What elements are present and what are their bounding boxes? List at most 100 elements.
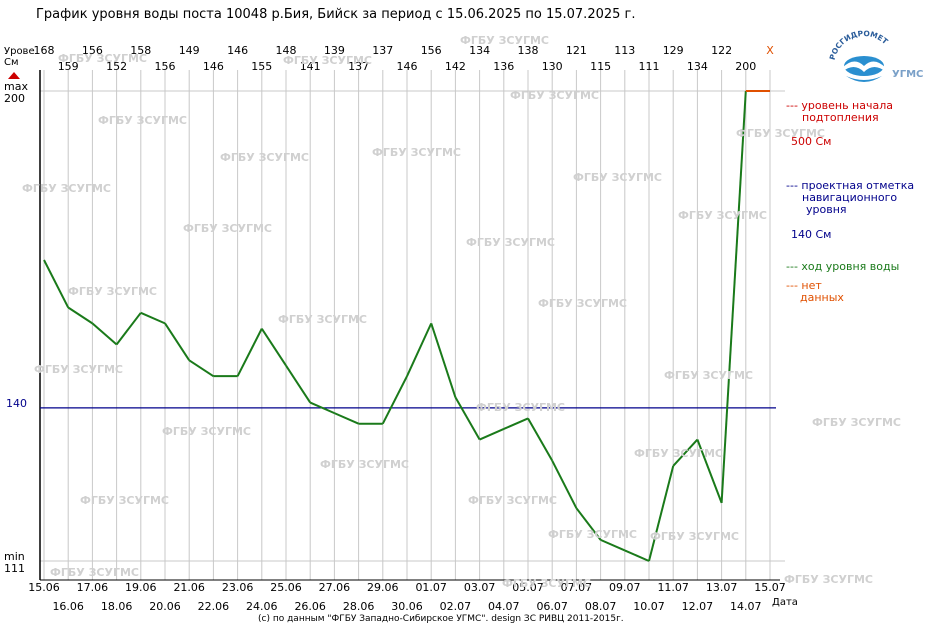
watermark: ФГБУ ЗСУГМС bbox=[634, 447, 724, 460]
x-tick-label: 21.06 bbox=[173, 581, 205, 594]
watermark: ФГБУ ЗСУГМС bbox=[58, 52, 148, 65]
watermark: ФГБУ ЗСУГМС bbox=[460, 34, 550, 47]
level-line-segment bbox=[672, 438, 699, 467]
x-tick-label: 30.06 bbox=[391, 600, 423, 613]
top-value-label: 136 bbox=[493, 60, 514, 73]
top-value-label: 111 bbox=[639, 60, 660, 73]
watermark: ФГБУ ЗСУГМС bbox=[34, 363, 124, 376]
top-value-label: 137 bbox=[348, 60, 369, 73]
top-value-label: 139 bbox=[324, 44, 345, 57]
watermark: ФГБУ ЗСУГМС bbox=[468, 494, 558, 507]
watermark: ФГБУ ЗСУГМС bbox=[283, 54, 373, 67]
watermark: ФГБУ ЗСУГМС bbox=[678, 209, 768, 222]
level-line-segment bbox=[454, 396, 481, 441]
legend-nav-line-2: навигационного bbox=[802, 191, 898, 204]
x-tick-label: 24.06 bbox=[246, 600, 278, 613]
watermark: ФГБУ ЗСУГМС bbox=[664, 369, 754, 382]
y-tick-max-value: 200 bbox=[4, 92, 25, 105]
svg-text:РОСГИДРОМЕТ: РОСГИДРОМЕТ bbox=[828, 29, 891, 61]
level-line-segment bbox=[164, 322, 191, 361]
watermark: ФГБУ ЗСУГМС bbox=[784, 573, 874, 586]
x-tick-label: 03.07 bbox=[464, 581, 496, 594]
level-line-segment bbox=[381, 375, 408, 425]
x-tick-label: 04.07 bbox=[488, 600, 520, 613]
x-tick-label: 08.07 bbox=[585, 600, 617, 613]
x-tick-label: 29.06 bbox=[367, 581, 399, 594]
flood-value-label: 500 См bbox=[791, 135, 832, 148]
y-axis-label-1: Урове bbox=[4, 46, 35, 57]
top-value-label: 121 bbox=[566, 44, 587, 57]
top-value-label: 200 bbox=[735, 60, 756, 73]
top-value-label: 146 bbox=[397, 60, 418, 73]
y-tick-min-value: 111 bbox=[4, 562, 25, 575]
x-tick-label: 26.06 bbox=[294, 600, 326, 613]
top-value-label: 156 bbox=[82, 44, 103, 57]
y-tick-min-word: min bbox=[4, 550, 25, 563]
nav-value-label: 140 См bbox=[791, 228, 832, 241]
top-value-label: 149 bbox=[179, 44, 200, 57]
top-value-label: 113 bbox=[614, 44, 635, 57]
x-tick-label: 28.06 bbox=[343, 600, 375, 613]
watermark: ФГБУ ЗСУГМС bbox=[183, 222, 273, 235]
x-tick-label: 11.07 bbox=[657, 581, 689, 594]
legend-flood-line-1: --- уровень начала bbox=[786, 99, 893, 112]
top-value-label: 129 bbox=[663, 44, 684, 57]
level-line-segment bbox=[648, 465, 675, 562]
watermark: ФГБУ ЗСУГМС bbox=[502, 577, 592, 590]
logo-text: РОСГИДРОМЕТ bbox=[828, 29, 891, 61]
x-tick-label: 01.07 bbox=[415, 581, 447, 594]
level-line-segment bbox=[91, 322, 118, 346]
x-axis-label: Дата bbox=[772, 597, 798, 608]
level-line-segment bbox=[115, 312, 142, 346]
top-value-label: 156 bbox=[155, 60, 176, 73]
top-value-label: 122 bbox=[711, 44, 732, 57]
level-line-segment bbox=[333, 412, 360, 425]
x-tick-label: 10.07 bbox=[633, 600, 665, 613]
x-tick-label: 14.07 bbox=[730, 600, 762, 613]
level-line-segment bbox=[67, 306, 93, 325]
level-line-segment bbox=[527, 417, 554, 462]
level-line-segment bbox=[479, 428, 505, 441]
x-tick-label: 07.07 bbox=[561, 581, 593, 594]
x-tick-label: 06.07 bbox=[536, 600, 568, 613]
legend-nav-line-1: --- проектная отметка bbox=[786, 179, 915, 192]
level-line-segment bbox=[140, 311, 166, 325]
level-line-segment bbox=[236, 328, 263, 377]
watermark: ФГБУ ЗСУГМС bbox=[80, 494, 170, 507]
watermark: ФГБУ ЗСУГМС bbox=[812, 416, 902, 429]
x-tick-label: 15.07 bbox=[754, 581, 786, 594]
watermark: ФГБУ ЗСУГМС bbox=[538, 297, 628, 310]
x-tick-label: 02.07 bbox=[440, 600, 472, 613]
top-value-label: 130 bbox=[542, 60, 563, 73]
x-tick-label: 25.06 bbox=[270, 581, 302, 594]
x-tick-label: 13.07 bbox=[706, 581, 738, 594]
x-tick-label: 09.07 bbox=[609, 581, 641, 594]
y-axis-arrow bbox=[8, 72, 20, 79]
level-line-segment bbox=[430, 323, 457, 398]
y-tick-max-word: max bbox=[4, 80, 28, 93]
watermark: ФГБУ ЗСУГМС bbox=[50, 566, 140, 579]
level-line-segment bbox=[260, 328, 287, 367]
top-value-label: 141 bbox=[300, 60, 321, 73]
level-line-segment bbox=[720, 90, 747, 503]
x-tick-label: 27.06 bbox=[319, 581, 351, 594]
top-value-label: 134 bbox=[687, 60, 708, 73]
x-tick-label: 16.06 bbox=[52, 600, 84, 613]
top-value-label: 142 bbox=[445, 60, 466, 73]
x-tick-label: 15.06 bbox=[28, 581, 60, 594]
chart-title: График уровня воды поста 10048 р.Бия, Би… bbox=[36, 7, 636, 22]
level-line-segment bbox=[624, 549, 650, 562]
watermark: ФГБУ ЗСУГМС bbox=[548, 528, 638, 541]
watermark: ФГБУ ЗСУГМС bbox=[162, 425, 252, 438]
watermark: ФГБУ ЗСУГМС bbox=[736, 127, 826, 140]
level-line-segment bbox=[43, 259, 70, 308]
x-tick-label: 23.06 bbox=[222, 581, 254, 594]
footer-credit: (с) по данным "ФГБУ Западно-Сибирское УГ… bbox=[258, 614, 624, 624]
legend-flood: --- уровень начала подтопления bbox=[786, 100, 893, 124]
legend-nav-line-3: уровня bbox=[806, 203, 847, 216]
top-value-label: X bbox=[766, 44, 774, 57]
top-value-label: 137 bbox=[372, 44, 393, 57]
watermark: ФГБУ ЗСУГМС bbox=[573, 171, 663, 184]
level-line-segment bbox=[551, 460, 578, 509]
watermark: ФГБУ ЗСУГМС bbox=[476, 401, 566, 414]
